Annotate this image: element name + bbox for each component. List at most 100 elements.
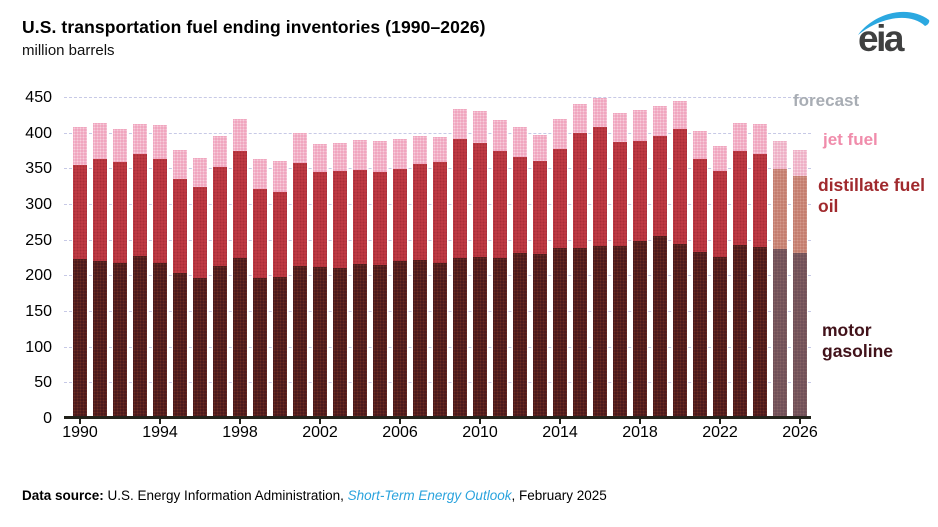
x-axis-label-1990: 1990 <box>62 424 98 441</box>
page-subtitle: million barrels <box>22 42 115 59</box>
bar-2015 <box>573 104 587 417</box>
bar-2009 <box>453 108 467 417</box>
bar-segment-motor-gasoline-2005 <box>373 264 387 417</box>
bar-segment-jet-fuel-2006 <box>393 139 407 169</box>
bar-segment-motor-gasoline-2017 <box>613 246 627 416</box>
bar-segment-jet-fuel-2022 <box>713 145 727 172</box>
y-axis-label-350: 350 <box>25 160 52 178</box>
bar-segment-motor-gasoline-2014 <box>553 248 567 416</box>
bar-segment-motor-gasoline-2013 <box>533 254 547 416</box>
x-tick-2022 <box>719 419 721 424</box>
data-source-date: , February 2025 <box>511 488 607 503</box>
y-axis-label-100: 100 <box>25 338 52 356</box>
data-source-label: Data source: <box>22 488 108 503</box>
bar-segment-motor-gasoline-2008 <box>433 262 447 417</box>
bar-segment-motor-gasoline-2004 <box>353 264 367 416</box>
data-source-link[interactable]: Short-Term Energy Outlook <box>347 488 512 503</box>
y-axis-label-50: 50 <box>34 374 52 392</box>
bar-segment-distillate-fuel-oil-1992 <box>113 162 127 263</box>
bar-segment-motor-gasoline-2011 <box>493 257 507 417</box>
bar-segment-distillate-fuel-oil-1995 <box>173 179 187 274</box>
legend-label-motor-gasoline: motor gasoline <box>822 320 893 362</box>
bar-segment-motor-gasoline-2007 <box>413 259 427 417</box>
bar-segment-distillate-fuel-oil-2005 <box>373 172 387 265</box>
bar-segment-jet-fuel-2026 <box>793 150 807 177</box>
bar-2008 <box>433 137 447 417</box>
bar-1996 <box>193 157 207 417</box>
bar-segment-jet-fuel-2011 <box>493 119 507 151</box>
bar-segment-distillate-fuel-oil-2022 <box>713 171 727 257</box>
y-axis-label-0: 0 <box>43 410 52 427</box>
bar-segment-distillate-fuel-oil-2021 <box>693 158 707 253</box>
bar-1991 <box>93 122 107 416</box>
x-tick-2026 <box>799 419 801 424</box>
bar-segment-jet-fuel-1998 <box>233 119 247 152</box>
bar-2001 <box>293 132 307 416</box>
bar-segment-distillate-fuel-oil-2020 <box>673 128 687 245</box>
bar-segment-jet-fuel-2010 <box>473 111 487 144</box>
bar-segment-jet-fuel-1999 <box>253 159 267 190</box>
bar-segment-jet-fuel-2008 <box>433 137 447 163</box>
page-title: U.S. transportation fuel ending inventor… <box>22 17 486 37</box>
bar-2021 <box>693 131 707 417</box>
bar-segment-motor-gasoline-2020 <box>673 244 687 416</box>
bar-2020 <box>673 100 687 416</box>
bar-segment-motor-gasoline-2021 <box>693 251 707 417</box>
bar-segment-jet-fuel-2020 <box>673 100 687 129</box>
bar-segment-jet-fuel-1990 <box>73 127 87 165</box>
bar-segment-jet-fuel-1992 <box>113 129 127 163</box>
eia-logo-text: eia <box>858 18 904 59</box>
bar-segment-distillate-fuel-oil-1997 <box>213 167 227 266</box>
bar-segment-distillate-fuel-oil-1993 <box>133 154 147 256</box>
bar-2010 <box>473 111 487 417</box>
bar-2012 <box>513 127 527 417</box>
bar-segment-motor-gasoline-1990 <box>73 259 87 416</box>
x-tick-2014 <box>559 419 561 424</box>
bar-segment-distillate-fuel-oil-1998 <box>233 151 247 259</box>
x-axis-label-2014: 2014 <box>542 424 578 441</box>
x-axis-label-2026: 2026 <box>782 424 818 441</box>
bar-segment-motor-gasoline-2019 <box>653 235 667 416</box>
data-source-text: U.S. Energy Information Administration, <box>107 488 348 503</box>
legend-label-forecast: forecast <box>793 91 860 110</box>
x-axis-label-2022: 2022 <box>702 424 738 441</box>
bar-segment-jet-fuel-2012 <box>513 127 527 158</box>
bar-segment-distillate-fuel-oil-2001 <box>293 162 307 266</box>
bar-segment-distillate-fuel-oil-1996 <box>193 187 207 278</box>
bar-segment-jet-fuel-1994 <box>153 125 167 160</box>
bar-2005 <box>373 141 387 417</box>
y-axis-label-200: 200 <box>25 267 52 285</box>
bar-segment-motor-gasoline-1994 <box>153 263 167 416</box>
bar-segment-jet-fuel-2025 <box>773 141 787 169</box>
bar-segment-motor-gasoline-1999 <box>253 278 267 416</box>
bar-segment-motor-gasoline-2023 <box>733 244 747 417</box>
x-tick-2010 <box>479 419 481 424</box>
bar-2017 <box>613 112 627 416</box>
bar-segment-jet-fuel-2016 <box>593 97 607 128</box>
bar-segment-jet-fuel-1997 <box>213 135 227 168</box>
bar-segment-motor-gasoline-1996 <box>193 277 207 417</box>
bar-2019 <box>653 105 667 416</box>
data-source-line: Data source: U.S. Energy Information Adm… <box>22 488 607 503</box>
bar-2014 <box>553 118 567 416</box>
bar-2011 <box>493 119 507 417</box>
bar-segment-jet-fuel-2001 <box>293 132 307 163</box>
bar-segment-motor-gasoline-2026 <box>793 253 807 416</box>
x-axis-label-1994: 1994 <box>142 424 178 441</box>
bar-segment-jet-fuel-2009 <box>453 108 467 140</box>
bar-segment-jet-fuel-2023 <box>733 122 747 152</box>
bar-segment-motor-gasoline-2022 <box>713 256 727 417</box>
x-axis-label-1998: 1998 <box>222 424 258 441</box>
bar-segment-distillate-fuel-oil-2018 <box>633 140 647 241</box>
x-tick-2018 <box>639 419 641 424</box>
bar-segment-distillate-fuel-oil-1999 <box>253 189 267 279</box>
bar-segment-jet-fuel-2024 <box>753 124 767 154</box>
bar-segment-distillate-fuel-oil-2006 <box>393 168 407 262</box>
x-axis-labels: 1990 1994 1998 2002 2006 2010 2014 2018 2022 2026 <box>62 424 818 444</box>
y-axis-labels: 0 50 100 150 200 250 300 350 400 450 <box>6 89 52 427</box>
bar-segment-motor-gasoline-1998 <box>233 258 247 416</box>
bar-segment-jet-fuel-2003 <box>333 142 347 172</box>
bar-1992 <box>113 129 127 417</box>
bar-segment-jet-fuel-2004 <box>353 139 367 170</box>
